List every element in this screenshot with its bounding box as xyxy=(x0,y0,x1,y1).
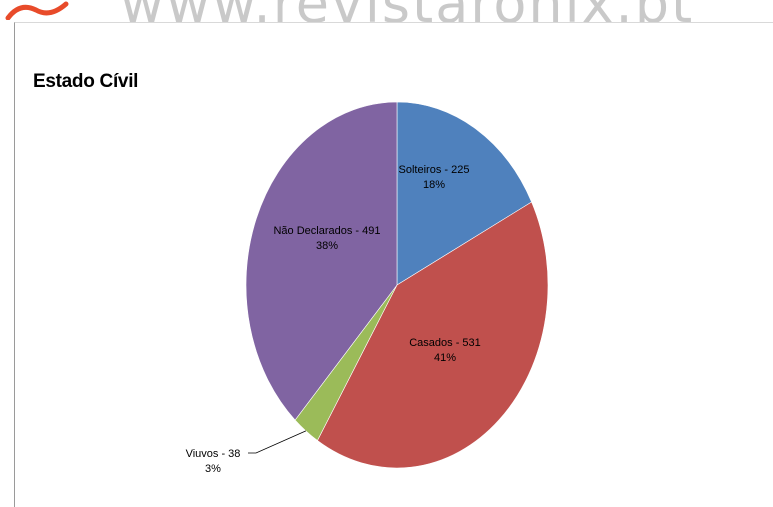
data-label-viuvos: Viuvos - 38 xyxy=(186,448,241,460)
pie-slice-nao-declarados xyxy=(245,101,398,421)
leader-lines xyxy=(248,430,307,454)
pie-slice-solteiros xyxy=(396,101,532,286)
data-labels: Solteiros - 225 18% Casados - 531 41% Viuvos… xyxy=(186,164,481,475)
data-label-percent-nao-declarados: 38% xyxy=(316,240,338,252)
chart-title: Estado Cívil xyxy=(33,71,139,92)
watermark-logo-icon xyxy=(5,1,69,20)
data-label-percent-casados: 41% xyxy=(434,352,456,364)
data-label-solteiros: Solteiros - 225 xyxy=(399,164,470,176)
data-label-percent-solteiros: 18% xyxy=(423,179,445,191)
data-label-casados: Casados - 531 xyxy=(409,337,481,349)
watermark-logo-swirl xyxy=(5,1,69,20)
data-label-percent-viuvos: 3% xyxy=(205,463,221,475)
pie-slices xyxy=(245,101,549,469)
pie-slice-casados xyxy=(317,201,549,469)
leader-line-viuvos xyxy=(248,430,307,454)
data-label-nao-declarados: Não Declarados - 491 xyxy=(273,225,380,237)
